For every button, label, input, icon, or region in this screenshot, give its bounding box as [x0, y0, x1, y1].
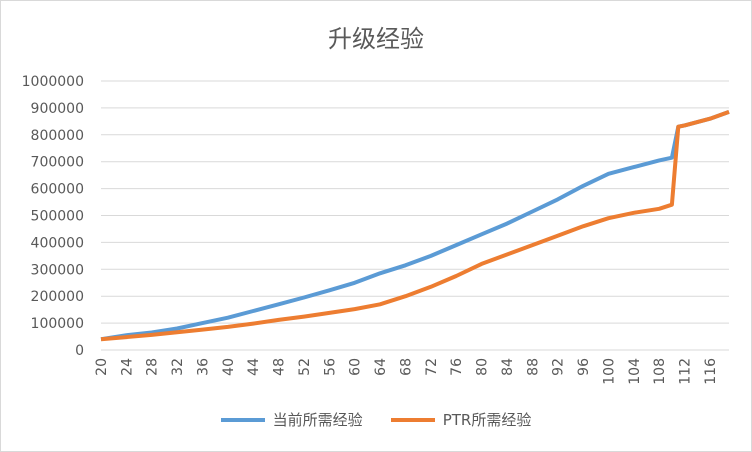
- x-tick-label: 20: [94, 358, 110, 376]
- x-tick-label: 68: [398, 358, 414, 376]
- x-tick-labels: 20 24 28 32 36 40 44 48 52 56 60 64 68 72 76 80 84 88 92 96…: [94, 358, 719, 385]
- x-tick-label: 100: [601, 358, 617, 385]
- x-tick-label: 92: [551, 358, 567, 376]
- series-line-0: [100, 110, 730, 342]
- x-tick-label: 28: [145, 358, 161, 376]
- y-tick-label: 100000: [31, 316, 84, 332]
- y-tick-label: 700000: [31, 155, 84, 171]
- x-tick-label: 60: [348, 358, 364, 376]
- legend-swatch-current: [220, 417, 265, 422]
- x-tick-label: 116: [703, 358, 719, 385]
- y-tick-label: 400000: [31, 235, 84, 251]
- x-tick-label: 84: [500, 358, 516, 376]
- x-tick-label: 56: [322, 358, 338, 376]
- y-tick-label: 600000: [31, 182, 84, 198]
- x-tick-label: 80: [475, 358, 491, 376]
- x-tick-label: 52: [297, 358, 313, 376]
- legend-item-ptr: PTR所需经验: [390, 409, 532, 430]
- y-tick-label: 800000: [31, 128, 84, 144]
- y-tick-label: 900000: [31, 101, 84, 117]
- x-tick-label: 112: [678, 358, 694, 385]
- chart-title: 升级经验: [328, 25, 424, 53]
- legend-label-ptr: PTR所需经验: [442, 411, 532, 429]
- y-tick-label: 200000: [31, 289, 84, 305]
- legend-item-current: 当前所需经验: [220, 409, 363, 430]
- x-tick-label: 48: [272, 358, 288, 376]
- legend: 当前所需经验 PTR所需经验: [1, 409, 751, 430]
- x-tick-label: 76: [449, 358, 465, 376]
- legend-swatch-ptr: [390, 417, 435, 422]
- y-tick-label: 1000000: [22, 74, 84, 90]
- y-tick-label: 500000: [31, 209, 84, 225]
- x-tick-label: 44: [246, 358, 262, 376]
- y-tick-labels: 0 100000 200000 300000 400000 500000 600000 700…: [22, 74, 84, 359]
- x-tick-label: 96: [576, 358, 592, 376]
- x-tick-label: 32: [170, 358, 186, 376]
- x-tick-label: 108: [652, 358, 668, 385]
- grid-layer: [101, 80, 729, 351]
- series-line-1: [100, 110, 730, 342]
- x-tick-label: 88: [525, 358, 541, 376]
- x-tick-label: 24: [119, 358, 135, 376]
- x-tick-label: 40: [221, 358, 237, 376]
- x-tick-label: 36: [195, 358, 211, 376]
- x-tick-label: 104: [627, 358, 643, 385]
- x-tick-label: 72: [424, 358, 440, 376]
- legend-label-current: 当前所需经验: [272, 411, 363, 429]
- y-tick-label: 0: [75, 343, 84, 359]
- series-layer: [100, 110, 730, 342]
- x-tick-label: 64: [373, 358, 389, 376]
- y-tick-label: 300000: [31, 262, 84, 278]
